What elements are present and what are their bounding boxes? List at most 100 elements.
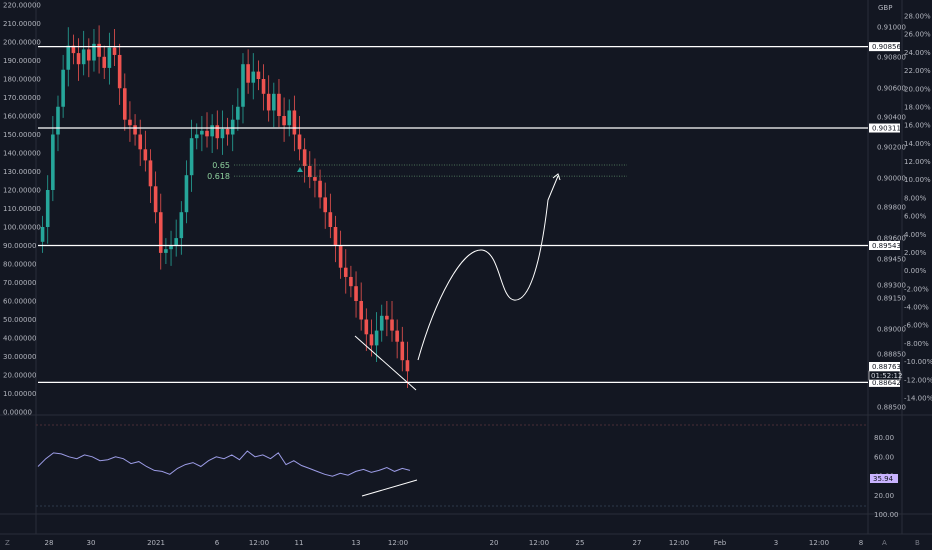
candle-body [287, 110, 292, 126]
left-axis-tick: 160.00000 [3, 113, 41, 121]
percent-axis-tick: 14.00% [904, 140, 931, 148]
candle-body [390, 319, 394, 331]
rsi-extra-tick: 100.00 [874, 511, 899, 519]
candle-body [323, 197, 328, 213]
candle-body [107, 47, 112, 68]
left-axis-tick: 10.00000 [3, 390, 36, 398]
price-axis-tick: 0.89450 [877, 256, 906, 264]
price-axis-tick: 0.88500 [877, 404, 906, 412]
candle-body [246, 64, 250, 83]
percent-axis-tick: 4.00% [904, 231, 927, 239]
up-marker-icon [297, 167, 303, 172]
left-axis-tick: 80.00000 [3, 261, 36, 269]
candle-body [164, 249, 168, 253]
percent-axis-tick: 8.00% [904, 194, 927, 202]
left-price-axis[interactable]: 220.00000 210.00000 200.00000 190.00000 180.… [3, 2, 41, 417]
left-axis-tick: 180.00000 [3, 76, 41, 84]
candle-body [354, 286, 358, 301]
candlestick-series [40, 25, 410, 388]
candle-body [205, 130, 209, 137]
log-scale-button[interactable]: B [915, 539, 920, 547]
bar-countdown: 01:52:12 [871, 372, 902, 380]
left-axis-tick: 110.00000 [3, 205, 41, 213]
rsi-trendline[interactable] [361, 479, 418, 497]
price-axis-tick: 0.89600 [877, 235, 906, 243]
fib-level-label: 0.65 [212, 161, 230, 170]
time-axis-tick: 25 [576, 539, 585, 547]
time-axis[interactable]: 28 30 2021 6 12:00 11 13 12:00 20 12:00 25 27 12:00 F… [45, 539, 864, 547]
percent-axis-tick: -2.00% [904, 285, 929, 293]
price-axis-tick: 0.90200 [877, 144, 906, 152]
candle-body [71, 45, 76, 54]
horizontal-levels[interactable]: 0.90856 0.90311 0.89543 0.88642 [38, 42, 901, 387]
price-axis-tick: 0.88850 [877, 351, 906, 359]
candle-body [76, 53, 81, 65]
rsi-axis-tick: 60.00 [874, 453, 894, 461]
candle-body [174, 238, 178, 246]
candle-body [143, 149, 148, 161]
auto-scale-button[interactable]: A [882, 539, 887, 547]
currency-label: GBP [878, 4, 892, 12]
left-axis-tick: 220.00000 [3, 2, 41, 10]
price-axis-tick: 0.90400 [877, 114, 906, 122]
fib-levels[interactable]: 0.65 0.618 [207, 161, 627, 181]
candle-body [210, 125, 214, 137]
percent-axis[interactable]: 28.00% 26.00% 24.00% 22.00% 20.00% 18.00% 16.0… [904, 13, 932, 403]
time-axis-tick: 28 [45, 539, 54, 547]
price-axis-tick: 0.90600 [877, 85, 906, 93]
current-price-tag: 0.88763 01:52:12 [868, 362, 902, 381]
left-axis-tick: 210.00000 [3, 20, 41, 28]
candle-body [266, 93, 271, 111]
candle-body [102, 56, 107, 68]
price-axis-tick: 0.90000 [877, 175, 906, 183]
percent-axis-tick: -6.00% [904, 322, 929, 330]
percent-axis-tick: 6.00% [904, 213, 927, 221]
candle-body [236, 106, 240, 120]
svg-text:Z: Z [5, 539, 10, 547]
right-price-axis[interactable]: 0.91000 0.90800 0.90600 0.90400 0.90200 0.900… [877, 24, 906, 412]
candle-body [92, 43, 96, 61]
candle-body [117, 54, 122, 89]
candle-body [333, 227, 338, 246]
candle-body [251, 71, 256, 83]
left-axis-tick: 40.00000 [3, 335, 36, 343]
projection-path[interactable] [417, 175, 559, 361]
time-axis-tick: 12:00 [249, 539, 269, 547]
time-axis-tick: 6 [215, 539, 220, 547]
candle-body [230, 119, 235, 135]
time-axis-tick: 8 [859, 539, 863, 547]
candle-body [400, 341, 405, 361]
percent-axis-tick: -8.00% [904, 340, 929, 348]
svg-text:A: A [882, 539, 887, 547]
left-axis-tick: 0.00000 [3, 409, 32, 417]
svg-text:B: B [915, 539, 920, 547]
candle-body [87, 49, 91, 61]
candle-body [158, 212, 163, 253]
candle-body [379, 315, 384, 331]
timezone-icon[interactable]: Z [5, 539, 10, 547]
left-axis-tick: 120.00000 [3, 187, 41, 195]
level-price-tag [869, 377, 900, 387]
candle-body [128, 119, 132, 126]
support-trendline[interactable] [354, 335, 417, 391]
left-axis-tick: 190.00000 [3, 57, 41, 65]
left-axis-tick: 150.00000 [3, 131, 41, 139]
candle-body [302, 149, 307, 166]
percent-axis-tick: 18.00% [904, 103, 931, 111]
candle-body [112, 47, 117, 55]
candle-body [256, 71, 261, 79]
left-axis-tick: 60.00000 [3, 298, 36, 306]
level-price-value: 0.89543 [872, 242, 901, 250]
candle-body [179, 212, 184, 239]
candle-body [81, 49, 86, 65]
time-axis-tick: 12:00 [388, 539, 408, 547]
current-price-value: 0.88763 [872, 363, 901, 371]
time-axis-tick: Feb [714, 539, 727, 547]
time-axis-tick: 11 [295, 539, 304, 547]
candle-body [153, 186, 158, 213]
level-price-tag [869, 42, 900, 52]
candle-body [215, 125, 220, 139]
left-axis-tick: 200.00000 [3, 39, 41, 47]
candle-body [220, 128, 225, 139]
